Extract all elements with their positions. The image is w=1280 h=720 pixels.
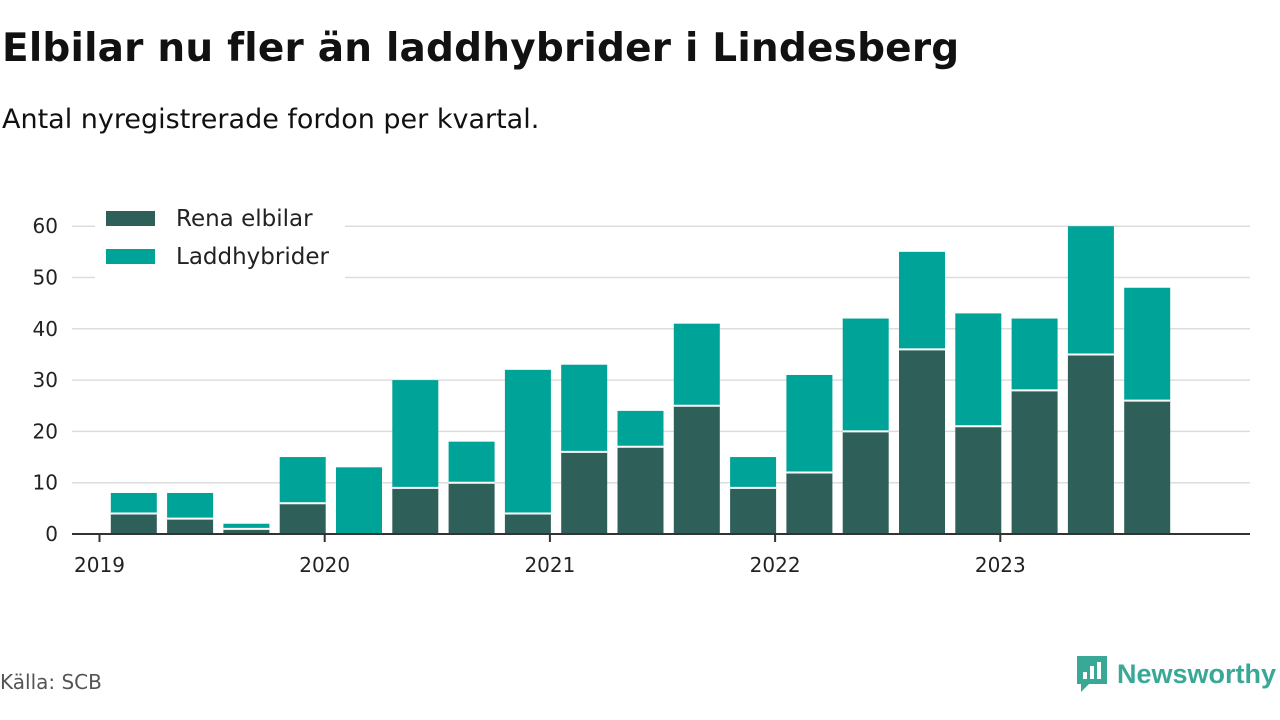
y-tick-label: 30 [33,368,58,392]
bars [110,226,1171,534]
bar-laddhybrider [279,457,326,504]
bar-rena-elbilar [955,426,1002,534]
x-tick-label: 2020 [299,553,350,577]
bar-laddhybrider [786,374,833,473]
legend-swatch [106,249,155,264]
brand-logo: Newsworthy [1075,654,1276,694]
x-tick-label: 2023 [975,553,1026,577]
x-tick-label: 2019 [74,553,125,577]
x-tick-label: 2021 [524,553,575,577]
bar-rena-elbilar [167,518,214,534]
bar-rena-elbilar [899,349,945,534]
source-note: Källa: SCB [0,670,102,694]
x-tick-label: 2022 [750,553,801,577]
bar-rena-elbilar [392,487,439,534]
bar-laddhybrider [1011,318,1058,391]
bar-rena-elbilar [110,513,157,534]
bar-laddhybrider [955,313,1002,427]
bar-laddhybrider [561,364,608,452]
bar-laddhybrider [336,467,382,534]
bar-laddhybrider [167,492,214,519]
bar-rena-elbilar [223,528,270,534]
bar-rena-elbilar [617,446,664,534]
bar-laddhybrider [899,251,945,350]
chart-subtitle: Antal nyregistrerade fordon per kvartal. [2,104,540,135]
bar-rena-elbilar [1124,400,1171,534]
bar-rena-elbilar [1011,390,1058,534]
y-tick-label: 40 [33,317,58,341]
bar-rena-elbilar [673,405,720,534]
bar-laddhybrider [617,410,664,447]
brand-name: Newsworthy [1116,658,1276,689]
bar-laddhybrider [673,323,720,406]
bar-laddhybrider [110,492,157,514]
bar-rena-elbilar [1067,354,1114,534]
legend: Rena elbilar Laddhybrider [95,200,345,280]
bar-rena-elbilar [561,451,608,534]
bar-rena-elbilar [786,472,833,534]
legend-swatch [106,211,155,226]
bar-laddhybrider [504,369,551,514]
bar-rena-elbilar [842,431,889,534]
bar-rena-elbilar [504,513,551,534]
bar-rena-elbilar [279,503,326,534]
bar-rena-elbilar [448,482,495,534]
legend-label: Laddhybrider [176,244,329,270]
newsworthy-logo-icon [1076,656,1107,692]
bar-laddhybrider [1124,287,1171,401]
y-tick-label: 50 [33,266,58,290]
bar-laddhybrider [1067,226,1114,355]
bar-laddhybrider [392,380,439,488]
axes: 0 10 20 30 40 50 60 2019 2020 2021 2022 2023 [33,214,1250,577]
bar-laddhybrider [730,457,777,488]
bar-laddhybrider [842,318,889,432]
y-tick-label: 20 [33,419,58,443]
bar-laddhybrider [223,523,270,529]
stacked-bar-chart: 0 10 20 30 40 50 60 2019 2020 2021 2022 2023 Rena e… [33,200,1250,577]
bar-laddhybrider [448,441,495,483]
y-tick-label: 60 [33,214,58,238]
chart-title: Elbilar nu fler än laddhybrider i Lindes… [2,26,960,71]
y-tick-label: 10 [33,471,58,495]
legend-label: Rena elbilar [176,206,313,232]
bar-rena-elbilar [730,487,777,534]
y-tick-label: 0 [45,522,58,546]
